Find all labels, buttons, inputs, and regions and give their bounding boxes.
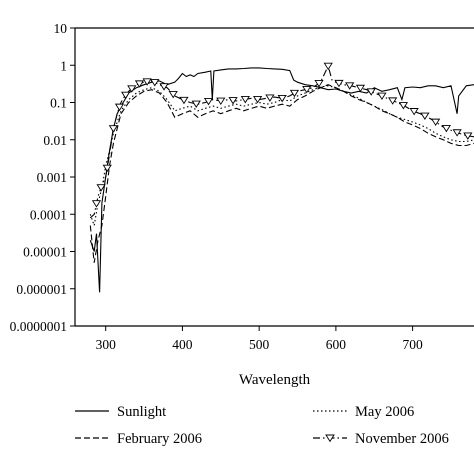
series-marker-november-2006 — [114, 103, 125, 112]
y-tick-label: 0.0000001 — [10, 319, 67, 334]
series-marker-november-2006 — [441, 124, 451, 133]
series-marker-november-2006 — [253, 95, 263, 104]
series-marker-november-2006 — [366, 88, 376, 96]
x-tick-label: 500 — [249, 337, 270, 352]
series-marker-november-2006 — [142, 78, 152, 86]
series-marker-november-2006 — [127, 85, 137, 93]
x-tick-label: 400 — [172, 337, 193, 352]
y-tick-label: 0.0001 — [30, 207, 67, 222]
y-tick-label: 0.01 — [43, 133, 67, 148]
x-tick-label: 700 — [402, 337, 423, 352]
series-marker-november-2006 — [108, 125, 118, 133]
series-marker-november-2006 — [150, 79, 160, 87]
series-line-november-2006 — [89, 64, 474, 219]
series-marker-november-2006 — [265, 94, 275, 102]
x-tick-label: 300 — [96, 337, 117, 352]
plot-area — [75, 27, 474, 293]
series-marker-november-2006 — [323, 62, 333, 71]
series-marker-november-2006 — [96, 184, 106, 192]
legend-item-november-2006: November 2006 — [313, 431, 449, 447]
series-marker-november-2006 — [463, 132, 473, 140]
legend-marker-november-2006 — [325, 434, 335, 443]
series-marker-november-2006 — [314, 80, 324, 88]
series-marker-november-2006 — [168, 90, 178, 99]
legend-label-may-2006: May 2006 — [355, 404, 414, 420]
legend-label-sunlight: Sunlight — [117, 404, 166, 420]
series-marker-november-2006 — [409, 108, 419, 116]
legend-item-february-2006: February 2006 — [75, 431, 202, 447]
x-axis-title: Wavelength — [239, 372, 311, 388]
legend-item-sunlight: Sunlight — [75, 404, 166, 420]
legend-label-november-2006: November 2006 — [355, 431, 449, 447]
series-marker-november-2006 — [334, 79, 344, 88]
series-marker-november-2006 — [431, 118, 441, 127]
y-axis: 0.0000001 0.000001 0.00001 0.0001 0.001 0.01 0… — [10, 21, 76, 334]
series-marker-november-2006 — [420, 112, 430, 120]
series-marker-november-2006 — [216, 97, 226, 106]
y-tick-label: 0.1 — [50, 96, 67, 111]
y-tick-label: 0.000001 — [16, 282, 67, 297]
y-tick-label: 0.00001 — [23, 245, 67, 260]
series-marker-november-2006 — [377, 92, 387, 101]
x-axis: 300 400 500 600 700 — [75, 325, 474, 352]
legend-item-may-2006: May 2006 — [313, 404, 414, 420]
series-marker-november-2006 — [134, 80, 145, 88]
legend: Sunlight February 2006 May 2006 November 20… — [75, 404, 449, 447]
series-marker-november-2006 — [289, 89, 300, 98]
series-marker-november-2006 — [191, 100, 201, 108]
y-tick-label: 0.001 — [37, 170, 67, 185]
series-line-february-2006 — [89, 84, 474, 263]
series-marker-november-2006 — [345, 82, 355, 90]
series-marker-november-2006 — [121, 91, 131, 100]
series-marker-november-2006 — [355, 84, 366, 93]
series-marker-november-2006 — [91, 200, 102, 208]
series-marker-november-2006 — [203, 98, 214, 106]
series-marker-november-2006 — [452, 129, 462, 137]
series-marker-november-2006 — [240, 95, 250, 104]
series-marker-november-2006 — [179, 96, 189, 105]
y-tick-label: 10 — [54, 21, 68, 36]
x-tick-label: 600 — [326, 337, 347, 352]
series-marker-november-2006 — [302, 86, 312, 94]
series-marker-november-2006 — [159, 83, 169, 91]
legend-label-february-2006: February 2006 — [117, 431, 202, 447]
series-marker-november-2006 — [102, 164, 112, 173]
series-marker-november-2006 — [228, 97, 238, 105]
series-marker-november-2006 — [398, 102, 409, 110]
y-tick-label: 1 — [60, 58, 67, 73]
series-marker-november-2006 — [388, 97, 398, 105]
series-marker-november-2006 — [277, 94, 287, 103]
series-line-may-2006 — [89, 85, 474, 226]
